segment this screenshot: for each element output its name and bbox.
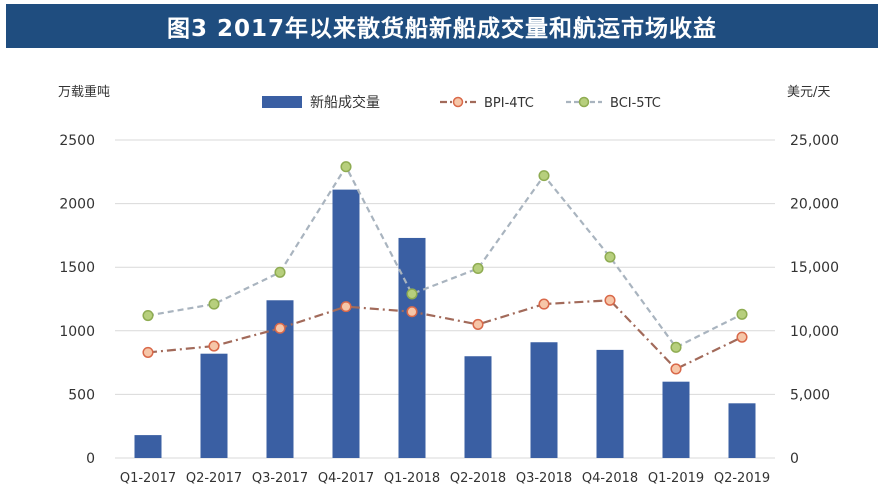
series-point xyxy=(538,170,550,182)
series-line-BPI-4TC xyxy=(147,299,743,371)
left-tick-label: 1000 xyxy=(59,324,95,340)
series-point xyxy=(604,294,616,306)
right-tick-label: 5,000 xyxy=(790,387,830,403)
right-tick-label: 25,000 xyxy=(790,133,839,149)
x-tick-label: Q4-2017 xyxy=(318,471,374,486)
series-point xyxy=(208,340,220,352)
legend-label: BCI-5TC xyxy=(610,96,661,111)
series-point xyxy=(736,331,748,343)
right-axis-label: 美元/天 xyxy=(787,85,830,100)
series-point xyxy=(670,363,682,375)
series-point xyxy=(274,266,286,278)
x-tick-label: Q2-2019 xyxy=(714,471,770,486)
x-tick-label: Q1-2017 xyxy=(120,471,176,486)
left-tick-label: 1500 xyxy=(59,260,95,276)
x-tick-label: Q2-2018 xyxy=(450,471,506,486)
legend-swatch-marker xyxy=(578,96,590,108)
line-series xyxy=(142,161,748,375)
x-tick-label: Q2-2017 xyxy=(186,471,242,486)
right-tick-label: 0 xyxy=(790,451,799,467)
series-point xyxy=(340,301,352,313)
bar-series xyxy=(134,189,756,458)
x-tick-label: Q3-2018 xyxy=(516,471,572,486)
chart-title: 图3 2017年以来散货船新船成交量和航运市场收益 xyxy=(6,4,878,48)
bar xyxy=(662,381,690,458)
right-tick-label: 10,000 xyxy=(790,324,839,340)
bar xyxy=(398,237,426,458)
legend-label: BPI-4TC xyxy=(484,96,534,111)
series-point xyxy=(736,308,748,320)
right-tick-label: 20,000 xyxy=(790,197,839,213)
bar xyxy=(596,349,624,458)
right-tick-label: 15,000 xyxy=(790,260,839,276)
legend: 新船成交量 BPI-4TC BCI-5TC xyxy=(262,94,661,111)
left-tick-label: 500 xyxy=(68,387,95,403)
series-point xyxy=(472,318,484,330)
x-tick-label: Q3-2017 xyxy=(252,471,308,486)
series-line-BCI-5TC xyxy=(147,164,743,349)
axes: 0 0 500 5,000 1000 10,000 1500 15,000 2000 20,000… xyxy=(58,84,839,486)
bar xyxy=(728,403,756,458)
x-tick-label: Q1-2019 xyxy=(648,471,704,486)
series-point xyxy=(406,288,418,300)
x-tick-label: Q1-2018 xyxy=(384,471,440,486)
series-point xyxy=(604,251,616,263)
series-point xyxy=(208,298,220,310)
legend-swatch-marker xyxy=(452,96,464,108)
legend-swatch-bar xyxy=(262,96,302,108)
left-tick-label: 0 xyxy=(86,451,95,467)
bar xyxy=(464,356,492,458)
bar xyxy=(200,353,228,458)
series-point xyxy=(472,262,484,275)
bar xyxy=(332,189,360,458)
series-point xyxy=(142,309,154,322)
bar xyxy=(134,435,162,458)
series-point xyxy=(274,322,286,334)
legend-label: 新船成交量 xyxy=(310,94,380,111)
series-point xyxy=(670,341,682,353)
left-axis-label: 万载重吨 xyxy=(58,84,110,100)
series-point xyxy=(406,306,418,318)
left-tick-label: 2000 xyxy=(59,197,95,213)
left-tick-label: 2500 xyxy=(59,133,95,149)
series-point xyxy=(538,298,550,310)
bar xyxy=(530,342,558,458)
series-point xyxy=(142,346,154,358)
x-tick-label: Q4-2018 xyxy=(582,471,638,486)
series-point xyxy=(340,161,352,173)
